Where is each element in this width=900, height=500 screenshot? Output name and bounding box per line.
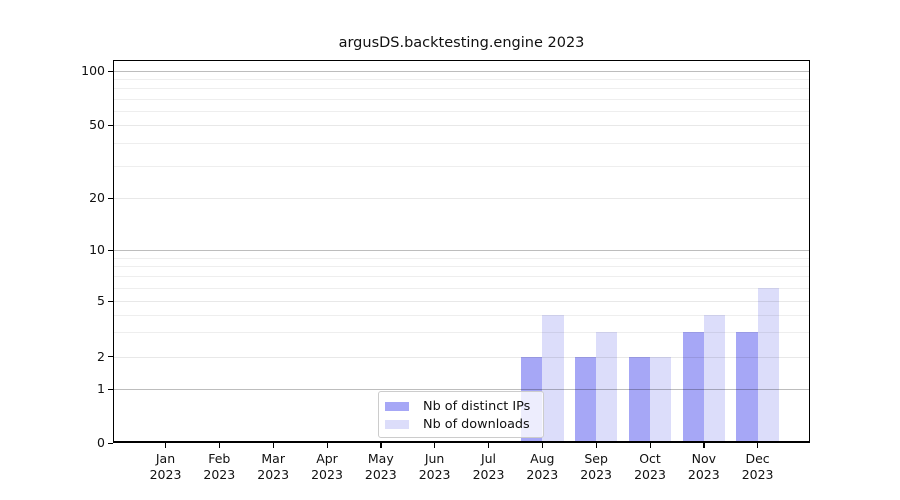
gridline-50 xyxy=(113,125,810,126)
y-tick-label-0: 0 xyxy=(97,435,105,450)
x-tick-label-dec: Dec 2023 xyxy=(741,451,774,482)
y-tick-100 xyxy=(108,70,113,72)
x-tick-label-aug: Aug 2023 xyxy=(526,451,559,482)
legend-label-distinct-ips: Nb of distinct IPs xyxy=(423,398,531,414)
y-tick-50 xyxy=(108,124,113,126)
x-tick-jul xyxy=(488,443,490,448)
axis-spine-bottom xyxy=(113,441,810,443)
x-tick-label-feb: Feb 2023 xyxy=(203,451,236,482)
legend-label-downloads: Nb of downloads xyxy=(423,416,530,432)
y-tick-label-50: 50 xyxy=(89,117,105,132)
axis-spine-left xyxy=(113,60,115,443)
legend-swatch-downloads xyxy=(385,419,409,429)
plot-area xyxy=(113,60,810,443)
x-tick-nov xyxy=(703,443,705,448)
x-tick-feb xyxy=(218,443,221,448)
bar-downloads-dec xyxy=(757,287,779,443)
gridline-80 xyxy=(113,88,810,90)
y-tick-2 xyxy=(108,356,113,358)
gridline-20 xyxy=(113,198,810,199)
bar-distinct-ips-oct xyxy=(628,356,650,443)
gridline-4 xyxy=(113,314,810,316)
bar-distinct-ips-dec xyxy=(736,331,758,443)
x-tick-sep xyxy=(595,443,597,448)
bar-distinct-ips-sep xyxy=(574,356,597,443)
x-tick-jun xyxy=(434,443,436,448)
gridline-6 xyxy=(113,287,810,289)
gridline-1 xyxy=(113,389,810,390)
bar-downloads-aug xyxy=(542,314,564,443)
bar-downloads-sep xyxy=(596,331,618,443)
gridline-5 xyxy=(113,301,810,302)
gridline-9 xyxy=(113,257,810,259)
gridline-90 xyxy=(113,79,810,81)
y-tick-0 xyxy=(108,442,113,444)
gridline-30 xyxy=(113,165,810,167)
y-tick-label-10: 10 xyxy=(89,242,105,257)
x-tick-jan xyxy=(165,443,167,448)
axis-spine-right xyxy=(808,60,810,443)
legend-item-distinct-ips: Nb of distinct IPs xyxy=(385,399,536,414)
gridline-10 xyxy=(113,250,810,251)
legend-swatch-distinct-ips xyxy=(385,401,409,411)
x-tick-label-oct: Oct 2023 xyxy=(634,451,666,482)
x-tick-label-jan: Jan 2023 xyxy=(149,451,182,482)
x-tick-label-nov: Nov 2023 xyxy=(687,451,720,482)
y-tick-label-100: 100 xyxy=(81,63,105,78)
y-tick-10 xyxy=(108,249,113,251)
gridline-40 xyxy=(113,142,810,144)
x-tick-dec xyxy=(757,443,759,448)
bar-downloads-oct xyxy=(650,356,672,443)
x-tick-apr xyxy=(326,443,328,448)
x-tick-aug xyxy=(541,443,544,448)
x-tick-label-apr: Apr 2023 xyxy=(311,451,343,482)
gridline-8 xyxy=(113,266,810,268)
y-tick-1 xyxy=(108,388,113,390)
legend-item-downloads: Nb of downloads xyxy=(385,417,536,432)
chart-title: argusDS.backtesting.engine 2023 xyxy=(338,35,585,51)
gridline-7 xyxy=(113,276,810,278)
bar-distinct-ips-nov xyxy=(682,331,704,443)
y-tick-label-2: 2 xyxy=(97,348,105,364)
x-tick-label-may: May 2023 xyxy=(364,451,397,482)
x-tick-label-sep: Sep 2023 xyxy=(580,451,612,482)
gridline-3 xyxy=(113,331,810,333)
y-tick-label-20: 20 xyxy=(89,190,105,205)
gridline-60 xyxy=(113,110,810,112)
axis-spine-top xyxy=(113,60,810,62)
x-tick-oct xyxy=(649,443,651,448)
legend: Nb of distinct IPs Nb of downloads xyxy=(378,391,544,438)
x-tick-may xyxy=(380,443,382,448)
y-tick-5 xyxy=(108,300,113,302)
x-tick-label-jul: Jul 2023 xyxy=(472,451,505,482)
y-tick-label-5: 5 xyxy=(97,293,105,308)
bar-downloads-nov xyxy=(703,314,726,443)
gridline-2 xyxy=(113,356,810,358)
x-tick-label-jun: Jun 2023 xyxy=(418,451,451,482)
y-tick-20 xyxy=(108,197,113,199)
x-tick-mar xyxy=(272,443,274,448)
x-tick-label-mar: Mar 2023 xyxy=(257,451,290,482)
gridline-100 xyxy=(113,71,810,72)
y-tick-label-1: 1 xyxy=(97,381,105,396)
gridline-70 xyxy=(113,98,810,100)
